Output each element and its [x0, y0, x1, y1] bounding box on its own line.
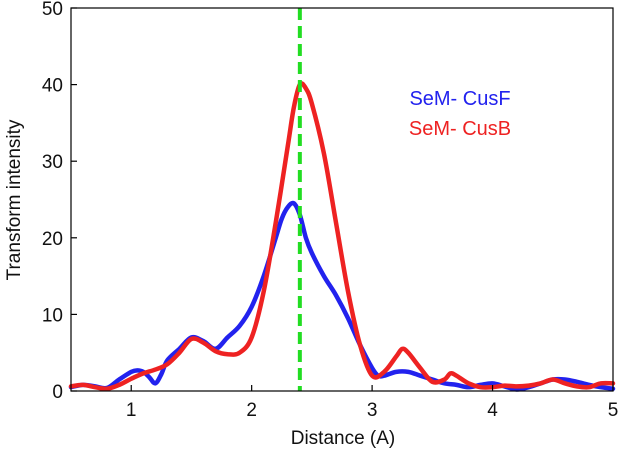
- y-tick-label: 40: [42, 76, 63, 97]
- legend-entry: SeM- CusB: [409, 118, 511, 140]
- series-line-cusb: [68, 81, 616, 392]
- y-tick-label: 10: [42, 305, 63, 326]
- plot-frame: [70, 7, 614, 392]
- y-tick-label: 0: [52, 382, 63, 403]
- x-tick-label: 5: [608, 400, 619, 421]
- y-tick-label: 50: [42, 0, 63, 20]
- x-tick-label: 1: [126, 400, 137, 421]
- x-tick-label: 4: [487, 400, 498, 421]
- y-tick-label: 30: [42, 152, 63, 173]
- x-tick-label: 2: [246, 400, 257, 421]
- x-tick-label: 3: [367, 400, 378, 421]
- y-axis-title: Transform intensity: [4, 119, 25, 280]
- series-line-cusf: [68, 200, 616, 392]
- y-tick-label: 20: [42, 229, 63, 250]
- legend-entry: SeM- CusF: [409, 88, 510, 110]
- x-axis-title: Distance (A): [291, 428, 396, 449]
